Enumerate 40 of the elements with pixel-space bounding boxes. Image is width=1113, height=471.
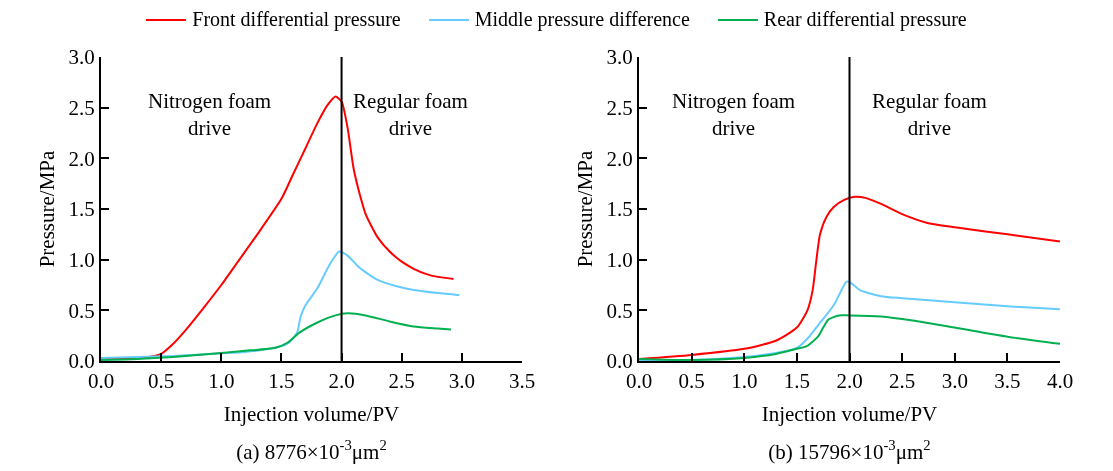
y-tick-label: 2.0 [68, 146, 95, 171]
x-tick-label: 1.5 [268, 369, 295, 394]
y-tick-label: 2.5 [68, 96, 95, 121]
annotation: Regular foam drive [872, 89, 987, 141]
y-tick-label: 1.5 [606, 197, 633, 222]
x-tick-label: 2.5 [889, 369, 916, 394]
x-tick-label: 0.5 [678, 369, 705, 394]
y-tick-label: 1.5 [68, 197, 95, 222]
x-tick-label: 3.0 [448, 369, 475, 394]
text: (b) 15796×10$^{-3}$μm$^{2}$ [768, 437, 931, 465]
x-axis-title: Injection volume/PV [761, 401, 938, 426]
legend-label: Front differential pressure [192, 8, 401, 31]
annotation: Regular foam drive [353, 89, 468, 141]
annotation: Nitrogen foam drive [148, 89, 272, 141]
y-tick-label: 2.0 [606, 146, 633, 171]
x-axis-title: Injection volume/PV [223, 401, 400, 426]
text: (a) 8776×10$^{-3}$μm$^{2}$ [236, 437, 387, 465]
y-axis-title: Pressure/MPa [35, 150, 60, 268]
y-tick-label: 1.0 [606, 248, 633, 273]
annotation: Nitrogen foam drive [672, 89, 796, 141]
x-tick-label: 1.5 [783, 369, 811, 394]
x-tick-label: 2.0 [328, 369, 355, 394]
x-tick-label: 1.0 [731, 369, 758, 394]
x-tick-label: 3.5 [994, 369, 1021, 394]
x-tick-label: 1.0 [208, 369, 235, 394]
legend-label: Middle pressure difference [474, 8, 690, 31]
y-axis-title: Pressure/MPa [573, 150, 598, 268]
x-tick-label: 2.5 [388, 369, 415, 394]
y-tick-label: 2.5 [606, 96, 633, 121]
y-tick-label: 0.5 [606, 298, 633, 323]
y-tick-label: 3.0 [606, 45, 633, 70]
x-tick-label: 4.0 [1046, 369, 1074, 394]
x-tick-label: 3.0 [941, 369, 968, 394]
x-tick-label: 3.5 [508, 369, 536, 394]
y-tick-label: 1.0 [68, 248, 95, 273]
x-tick-label: 2.0 [836, 369, 863, 394]
y-tick-label: 0.5 [68, 298, 95, 323]
y-tick-label: 3.0 [68, 45, 95, 70]
x-tick-label: 0.5 [148, 369, 175, 394]
legend-label: Rear differential pressure [763, 8, 967, 31]
